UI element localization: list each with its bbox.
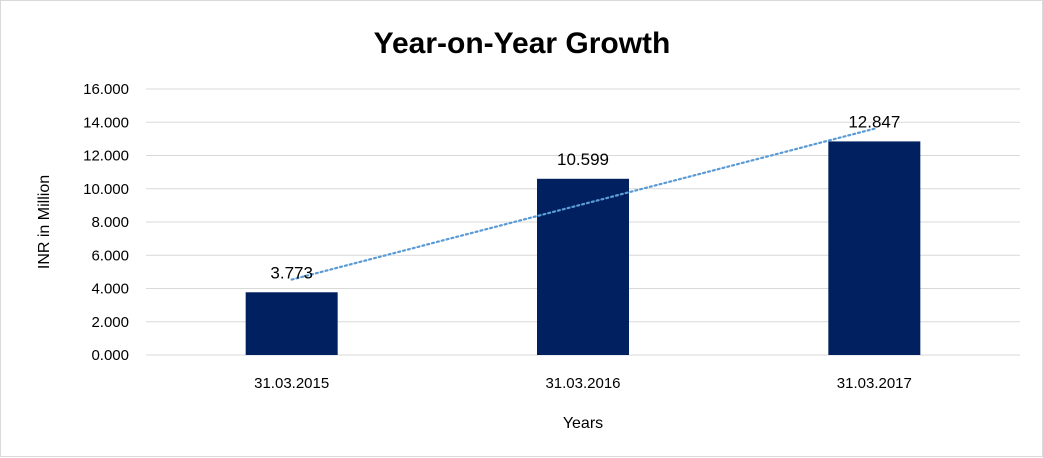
- bar-data-label: 3.773: [270, 263, 313, 282]
- y-tick-label: 2.000: [91, 314, 129, 331]
- y-tick-label: 16.000: [83, 81, 129, 98]
- x-tick-label: 31.03.2017: [837, 375, 912, 392]
- y-axis-title: INR in Million: [36, 175, 53, 269]
- bar-data-label: 12.847: [848, 112, 900, 131]
- x-axis-title: Years: [563, 415, 603, 432]
- x-tick-label: 31.03.2016: [545, 375, 620, 392]
- trendline: [290, 127, 876, 281]
- y-tick-label: 6.000: [91, 247, 129, 264]
- data-labels: 3.773 10.599 12.847: [270, 112, 900, 282]
- y-tick-label: 14.000: [83, 114, 129, 131]
- y-axis-ticks: 0.000 2.000 4.000 6.000 8.000 10.000 12.000 14.…: [83, 81, 129, 364]
- y-tick-label: 0.000: [91, 347, 129, 364]
- y-tick-label: 12.000: [83, 148, 129, 165]
- y-tick-label: 10.000: [83, 181, 129, 198]
- bars: [245, 141, 921, 355]
- bar: [537, 178, 629, 355]
- trendline-layer: [290, 127, 876, 281]
- y-tick-label: 4.000: [91, 281, 129, 298]
- chart-title: Year-on-Year Growth: [374, 27, 671, 60]
- bar-data-label: 10.599: [557, 150, 609, 169]
- x-axis-ticks: 31.03.2015 31.03.2016 31.03.2017: [254, 375, 912, 392]
- bar: [245, 292, 338, 355]
- x-tick-label: 31.03.2015: [254, 375, 329, 392]
- bar: [828, 141, 921, 355]
- y-tick-label: 8.000: [91, 214, 129, 231]
